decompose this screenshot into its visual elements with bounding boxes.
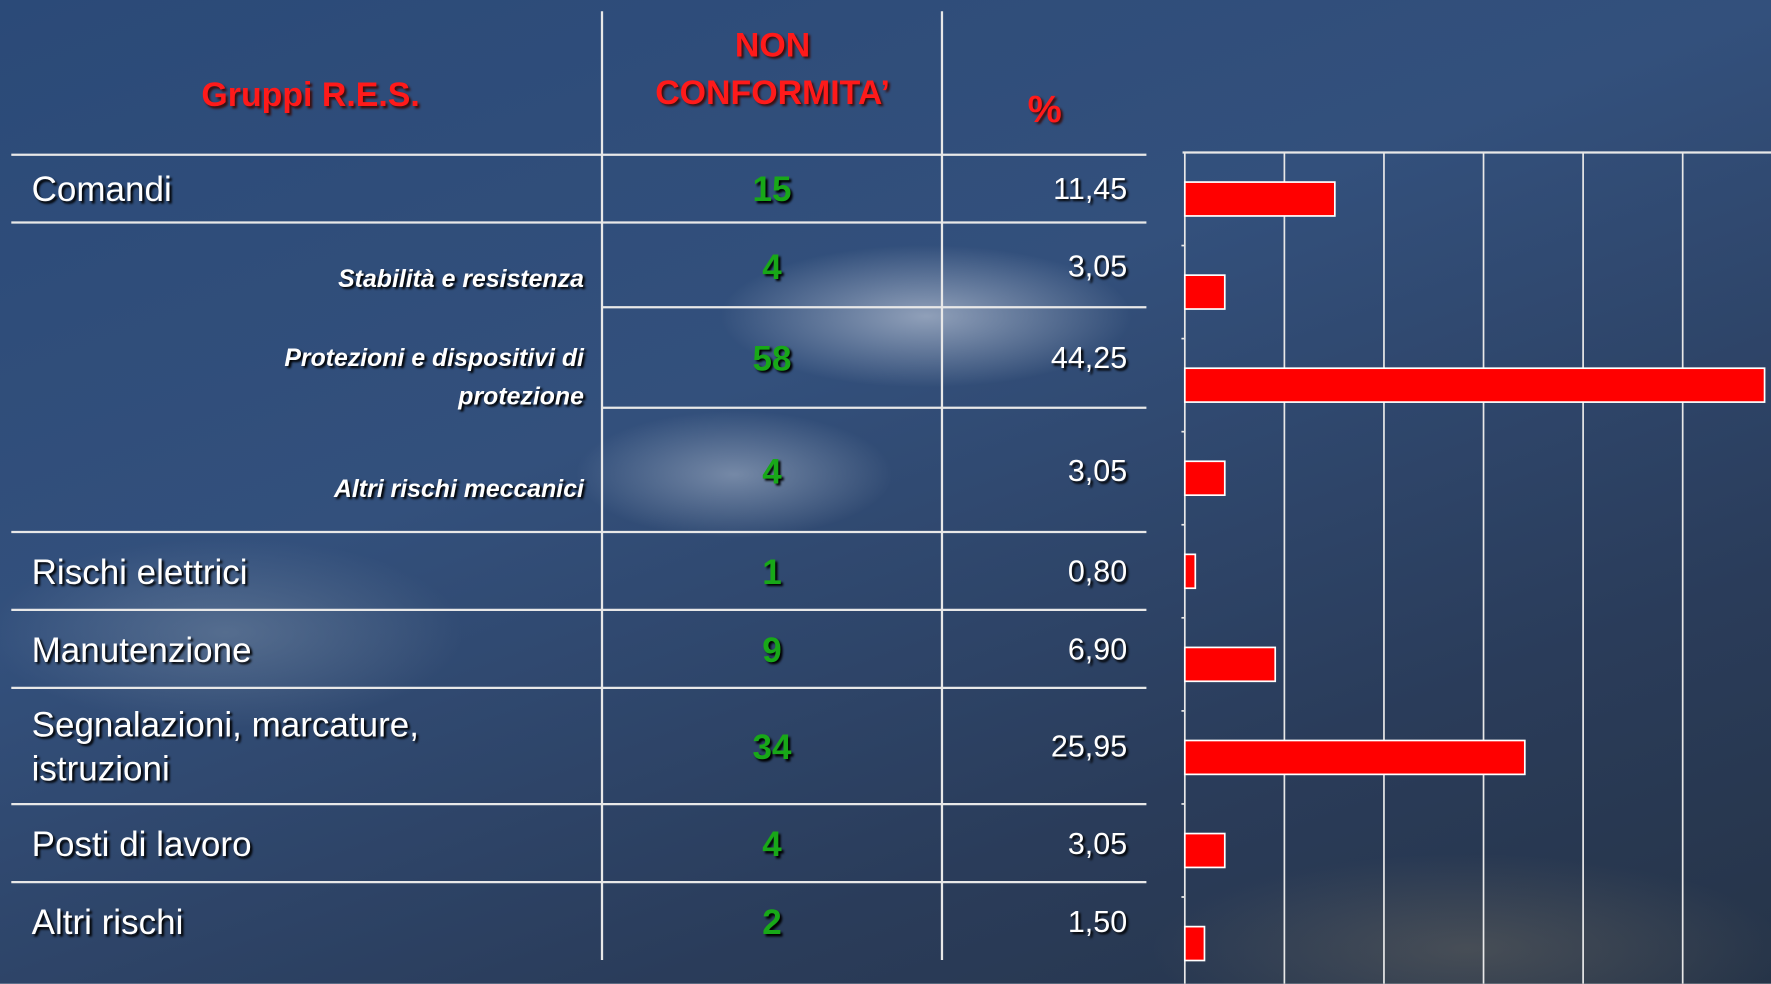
bar bbox=[1183, 832, 1226, 869]
count-cell: 9 bbox=[762, 630, 782, 670]
bar bbox=[1183, 181, 1336, 217]
bar bbox=[1183, 367, 1766, 403]
row-label: Altri rischi meccanici bbox=[333, 474, 584, 503]
row-label: Protezioni e dispositivi di protezione bbox=[284, 343, 584, 410]
bar bbox=[1183, 646, 1277, 683]
bar bbox=[1183, 460, 1226, 497]
table-lines bbox=[11, 11, 1771, 961]
bar bbox=[1183, 553, 1197, 590]
bar bbox=[1183, 274, 1226, 310]
percent-cell: 44,25 bbox=[1050, 341, 1128, 375]
row-label: Rischi elettrici bbox=[31, 552, 248, 592]
percent-cell: 3,05 bbox=[1067, 826, 1128, 861]
count-cell: 2 bbox=[762, 902, 782, 942]
percent-cell: 3,05 bbox=[1067, 249, 1128, 284]
header-cell: Gruppi R.E.S. bbox=[201, 76, 420, 115]
count-cell: 58 bbox=[752, 338, 792, 379]
count-cell: 4 bbox=[762, 247, 782, 287]
header-cell: NON CONFORMITA’ bbox=[655, 27, 890, 112]
bar bbox=[1183, 739, 1526, 776]
count-cell: 1 bbox=[762, 552, 782, 592]
bar bbox=[1183, 925, 1206, 962]
count-cell: 4 bbox=[762, 451, 782, 492]
row-label: Stabilità e resistenza bbox=[338, 264, 584, 293]
row-label: Manutenzione bbox=[31, 630, 252, 670]
percent-cell: 6,90 bbox=[1067, 632, 1128, 667]
count-cell: 4 bbox=[762, 824, 782, 865]
count-cell: 15 bbox=[752, 169, 792, 209]
percent-cell: 25,95 bbox=[1050, 729, 1128, 764]
row-label: Altri rischi bbox=[31, 902, 184, 942]
header-cell: % bbox=[1027, 88, 1062, 132]
row-label: Comandi bbox=[31, 169, 172, 209]
percent-cell: 1,50 bbox=[1067, 904, 1128, 939]
percent-cell: 11,45 bbox=[1053, 171, 1128, 206]
percent-cell: 3,05 bbox=[1067, 454, 1128, 488]
row-label: Posti di lavoro bbox=[31, 824, 252, 865]
row-label: Segnalazioni, marcature, istruzioni bbox=[31, 704, 419, 789]
percent-cell: 0,80 bbox=[1067, 554, 1128, 589]
count-cell: 34 bbox=[752, 727, 792, 767]
